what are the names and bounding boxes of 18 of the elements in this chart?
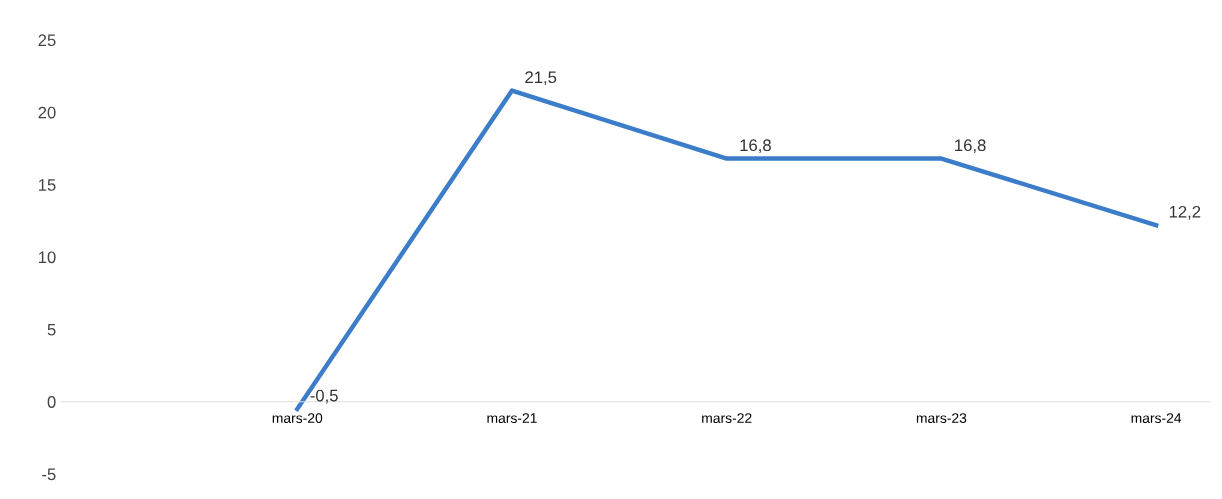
x-tick-label: mars-23 — [916, 413, 967, 424]
y-tick-label: 5 — [47, 323, 56, 336]
data-label: -0,5 — [310, 389, 338, 404]
data-label: 16,8 — [740, 139, 771, 154]
data-label: 21,5 — [525, 71, 557, 86]
y-tick-label: 10 — [38, 251, 56, 264]
line-series — [295, 88, 1159, 412]
y-tick-label: 0 — [47, 396, 56, 408]
x-tick-label: mars-22 — [702, 413, 752, 424]
x-tick-label: mars-21 — [487, 413, 537, 424]
data-label: 12,2 — [1169, 205, 1201, 220]
x-tick-label: mars-24 — [1131, 413, 1182, 424]
y-tick-label: 25 — [38, 34, 56, 47]
data-label: 16,8 — [955, 139, 986, 154]
y-tick-label: 20 — [38, 106, 56, 119]
y-tick-label: 15 — [38, 179, 56, 191]
y-tick-label: -5 — [42, 468, 56, 481]
x-tick-label: mars-20 — [272, 413, 323, 424]
